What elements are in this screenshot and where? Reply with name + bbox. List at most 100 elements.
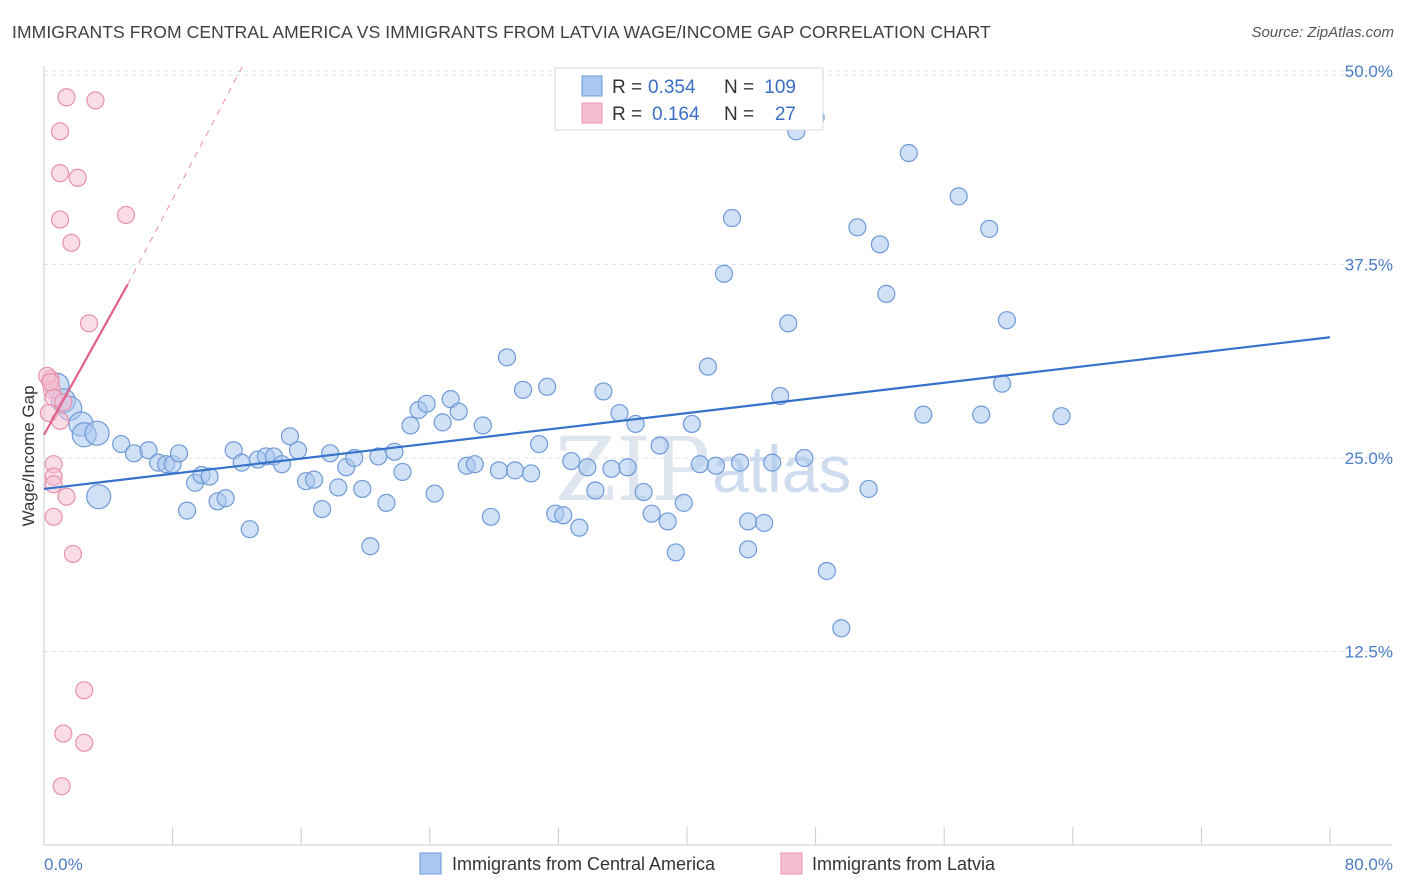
data-point-latvia xyxy=(52,777,71,796)
data-point-latvia xyxy=(44,507,63,526)
data-point-central-america xyxy=(714,264,734,283)
data-point-central-america xyxy=(997,311,1016,330)
data-point-central-america xyxy=(666,543,685,562)
data-point-central-america xyxy=(393,462,412,482)
data-point-central-america xyxy=(610,403,629,423)
data-point-central-america xyxy=(877,284,896,303)
data-point-central-america xyxy=(658,512,677,531)
y-tick-labels: 12.5% 25.0% 37.5% 50.0% xyxy=(1345,62,1393,662)
data-point-central-america xyxy=(312,499,332,519)
data-point-central-america xyxy=(706,456,726,475)
data-point-central-america xyxy=(465,455,484,474)
data-point-central-america xyxy=(698,357,717,376)
data-point-central-america xyxy=(738,540,758,559)
data-point-central-america xyxy=(870,235,890,254)
legend-n-label-2: N = xyxy=(724,104,754,125)
legend-r-label-1: R = xyxy=(612,77,642,98)
data-point-central-america xyxy=(417,394,436,413)
data-point-central-america xyxy=(674,493,693,512)
data-point-central-america xyxy=(570,518,589,537)
data-point-latvia xyxy=(57,88,76,107)
data-point-central-america xyxy=(304,470,324,489)
axes xyxy=(43,66,1392,846)
data-point-central-america xyxy=(779,314,798,333)
data-point-latvia xyxy=(50,164,70,183)
data-point-latvia xyxy=(68,168,87,187)
legend-n-label-1: N = xyxy=(724,77,754,98)
data-point-central-america xyxy=(730,453,750,472)
bottom-legend-swatch-blue xyxy=(419,852,442,875)
correlation-legend: R = 0.354 N = 109 R = 0.164 N = 27 xyxy=(554,67,824,131)
data-point-central-america xyxy=(738,512,758,531)
data-point-central-america xyxy=(771,386,790,406)
x-tick-label: 80.0% xyxy=(1345,855,1393,874)
data-point-central-america xyxy=(497,348,517,367)
y-tick-label: 50.0% xyxy=(1345,62,1393,81)
data-point-latvia xyxy=(116,205,136,225)
trend-lines xyxy=(43,61,1331,491)
bottom-legend-swatch-pink xyxy=(780,852,803,875)
legend-r-value-1: 0.354 xyxy=(648,77,696,98)
data-point-central-america xyxy=(401,416,420,435)
legend-swatch-blue xyxy=(581,75,603,97)
data-point-central-america xyxy=(914,405,933,424)
legend-swatch-pink xyxy=(581,102,603,124)
data-point-central-america xyxy=(361,537,380,556)
source-credit: Source: ZipAtlas.com xyxy=(1251,24,1394,41)
data-point-latvia xyxy=(63,544,83,564)
y-tick-label: 37.5% xyxy=(1345,255,1393,274)
y-tick-label: 12.5% xyxy=(1345,642,1393,661)
data-point-central-america xyxy=(425,484,444,503)
data-point-latvia xyxy=(75,733,94,752)
data-point-central-america xyxy=(169,444,189,463)
data-point-central-america xyxy=(848,218,867,237)
data-point-latvia xyxy=(57,487,76,506)
data-point-central-america xyxy=(755,513,774,533)
data-point-latvia xyxy=(50,210,70,229)
data-point-central-america xyxy=(481,507,500,526)
data-point-central-america xyxy=(682,414,701,434)
data-point-central-america xyxy=(594,382,613,401)
data-point-central-america xyxy=(240,520,259,539)
data-point-latvia xyxy=(86,91,105,110)
series-legend: Immigrants from Central America Immigran… xyxy=(419,852,996,875)
data-point-central-america xyxy=(321,444,340,463)
data-point-central-america xyxy=(578,458,597,477)
data-point-latvia xyxy=(50,122,70,141)
data-point-latvia xyxy=(41,373,60,392)
data-point-central-america xyxy=(554,506,573,525)
data-point-central-america xyxy=(832,619,851,638)
data-point-central-america xyxy=(329,478,348,497)
data-point-central-america xyxy=(433,413,452,432)
data-point-central-america xyxy=(586,481,605,500)
data-point-central-america xyxy=(530,434,549,454)
data-point-central-america xyxy=(642,504,661,523)
x-tick-labels: 0.0% 80.0% xyxy=(44,855,1393,874)
data-point-central-america xyxy=(618,458,637,477)
trend-line-latvia xyxy=(43,284,129,436)
data-point-central-america xyxy=(722,208,742,228)
data-point-central-america xyxy=(972,405,991,424)
legend-r-value-2: 0.164 xyxy=(652,104,700,125)
data-point-central-america xyxy=(817,561,836,581)
data-point-central-america xyxy=(112,434,131,454)
bottom-legend-label-blue: Immigrants from Central America xyxy=(452,854,716,874)
data-point-central-america xyxy=(763,453,782,472)
data-point-central-america xyxy=(562,451,581,471)
data-point-central-america xyxy=(288,441,308,460)
data-point-central-america xyxy=(232,453,251,472)
trend-line-latvia-extension xyxy=(127,61,246,285)
y-tick-label: 25.0% xyxy=(1345,449,1393,468)
legend-n-value-1: 109 xyxy=(764,77,796,98)
trend-line-central-america xyxy=(43,336,1331,491)
data-point-central-america xyxy=(505,461,525,480)
data-point-central-america xyxy=(795,448,814,468)
data-point-latvia xyxy=(75,681,94,700)
data-point-central-america xyxy=(84,420,110,446)
data-point-central-america xyxy=(200,467,219,486)
data-point-central-america xyxy=(521,464,541,483)
data-point-latvia xyxy=(44,475,63,494)
x-tick-label: 0.0% xyxy=(44,855,83,874)
data-point-central-america xyxy=(1052,407,1071,426)
data-point-central-america xyxy=(216,489,235,508)
